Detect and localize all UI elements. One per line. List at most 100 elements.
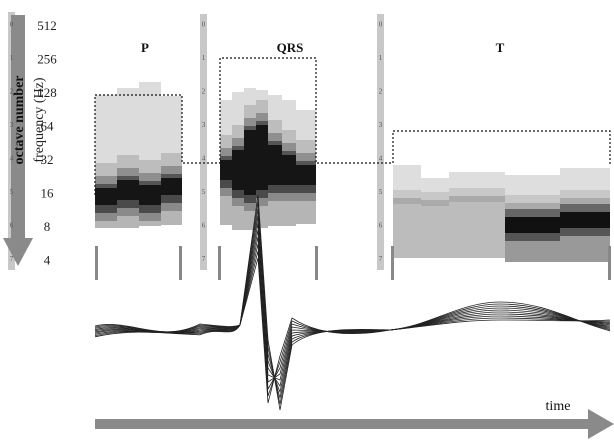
spectrum-band — [393, 198, 421, 204]
octave-bar — [200, 14, 207, 270]
spectrum-band — [244, 130, 256, 195]
spectrum-band — [282, 201, 296, 226]
spectrum-band — [505, 217, 560, 233]
frequency-label: 8 — [44, 219, 51, 234]
figure: octave number frequency (Hz) 51225612864… — [0, 0, 614, 441]
spectrum-band — [393, 165, 421, 190]
spectrum-band — [296, 165, 316, 185]
spectrum-band — [139, 185, 161, 205]
spectrum-band — [244, 126, 256, 130]
tick — [391, 246, 394, 280]
spectrum-band — [161, 203, 182, 211]
spectrum-band — [282, 130, 296, 143]
spectrum-band — [449, 172, 505, 188]
spectrum-band — [296, 153, 316, 161]
spectrum-band — [560, 198, 610, 204]
spectrum-band — [282, 185, 296, 193]
spectrum-band — [421, 178, 449, 192]
spectrum-band — [220, 156, 232, 160]
spectrum-band — [560, 212, 610, 228]
spectrum-band — [232, 206, 244, 230]
spectrum-band — [95, 188, 117, 205]
octave-label: 1 — [10, 54, 14, 62]
spectrum-band — [220, 196, 232, 225]
spectrum-band — [161, 174, 182, 178]
tick — [608, 246, 611, 280]
spectrum-band — [505, 209, 560, 217]
spectrum-band — [244, 195, 256, 203]
spectrum-band — [268, 141, 282, 145]
spectrum-band — [161, 195, 182, 203]
spectrum-band — [139, 181, 161, 185]
spectrum-band — [296, 140, 316, 153]
ecg-trace — [95, 244, 610, 389]
spectrum-band — [268, 193, 282, 201]
spectrum-band — [244, 105, 256, 118]
spectrum-band — [296, 161, 316, 165]
spectrum-band — [95, 184, 117, 188]
spectrum-band — [161, 211, 182, 225]
spectrum-band — [95, 213, 117, 221]
frequency-label: 4 — [44, 252, 51, 267]
octave-label: 2 — [10, 88, 14, 96]
spectrum-band — [95, 221, 117, 228]
octave-label: 1 — [202, 54, 206, 62]
segment-label: QRS — [277, 40, 304, 55]
spectrum-band — [256, 125, 268, 190]
spectrum-band — [161, 166, 182, 174]
spectrum-band — [449, 188, 505, 196]
spectrograms — [95, 82, 610, 262]
spectrum-band — [268, 145, 282, 185]
spectrum-band — [505, 241, 560, 262]
spectrum-band — [117, 180, 139, 200]
octave-label: 1 — [379, 54, 383, 62]
spectrum-band — [560, 190, 610, 198]
ecg-trace — [95, 251, 610, 396]
spectrum-band — [505, 203, 560, 209]
frequency-label: 512 — [37, 18, 57, 33]
frequency-label: 128 — [37, 85, 57, 100]
octave-label: 3 — [379, 121, 383, 129]
spectrum-band — [161, 178, 182, 195]
spectrum-band — [139, 160, 161, 173]
spectrum-band — [268, 201, 282, 226]
octave-label: 4 — [379, 155, 383, 163]
time-label: time — [546, 399, 571, 414]
spectrum-band — [560, 228, 610, 236]
spectrum-band — [268, 185, 282, 193]
spectrum-band — [449, 196, 505, 202]
spectrum-band — [220, 148, 232, 156]
spectrum-band — [296, 193, 316, 201]
spectrum-band — [139, 173, 161, 181]
spectrum-band — [220, 180, 232, 188]
octave-label: 7 — [202, 255, 206, 263]
spectrum-band — [244, 118, 256, 126]
octave-bar — [377, 14, 384, 270]
octave-arrow-head — [3, 238, 33, 266]
spectrum-band — [95, 95, 117, 163]
octave-label: 6 — [202, 222, 206, 230]
spectrum-band — [560, 204, 610, 212]
spectrum-band — [232, 125, 244, 138]
spectrum-band — [139, 221, 161, 226]
frequency-label: 64 — [41, 118, 55, 133]
frequency-label: 256 — [37, 51, 57, 66]
spectrum-band — [560, 236, 610, 262]
octave-label: 6 — [379, 222, 383, 230]
spectrum-band — [268, 133, 282, 141]
spectrum-band — [256, 90, 268, 100]
octave-label: 5 — [10, 188, 14, 196]
spectrum-band — [95, 205, 117, 213]
octave-label: 2 — [202, 88, 206, 96]
frequency-label: 32 — [41, 152, 54, 167]
octave-label: 7 — [10, 255, 14, 263]
octave-label: 5 — [379, 188, 383, 196]
spectrum-band — [232, 150, 244, 190]
spectrum-band — [117, 216, 139, 228]
spectrum-band — [282, 151, 296, 155]
octave-label: 3 — [10, 121, 14, 129]
spectrum-band — [560, 168, 610, 190]
spectrum-band — [117, 88, 139, 155]
time-arrow-head — [588, 409, 614, 439]
spectrum-band — [220, 160, 232, 180]
